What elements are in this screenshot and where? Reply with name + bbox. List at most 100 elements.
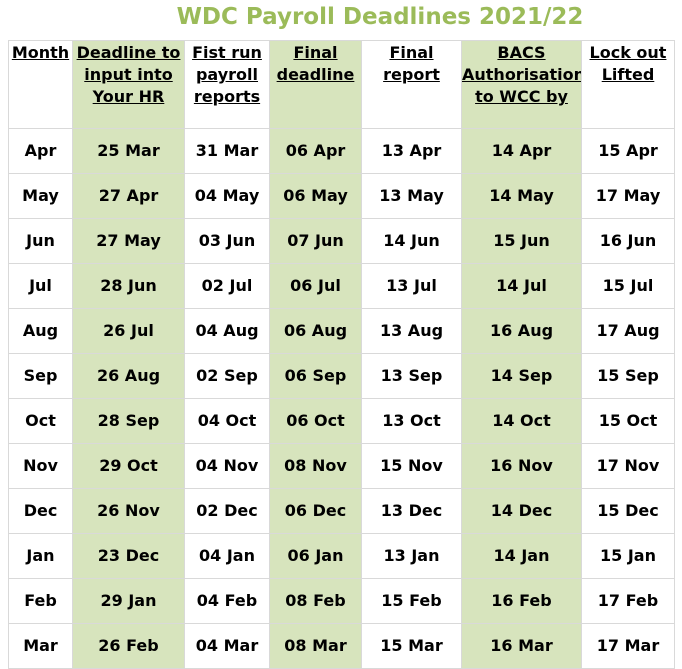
column-header-input-deadline: Deadline to input into Your HR bbox=[72, 40, 185, 129]
lock-out-lifted-cell: 17 Mar bbox=[581, 623, 675, 669]
table-body: Apr 25 Mar 31 Mar 06 Apr 13 Apr 14 Apr 15 Apr M… bbox=[8, 128, 675, 669]
month-cell: Feb bbox=[8, 578, 73, 624]
final-deadline-cell: 08 Mar bbox=[269, 623, 362, 669]
month-cell: Oct bbox=[8, 398, 73, 444]
month-cell: Nov bbox=[8, 443, 73, 489]
first-run-reports-cell: 04 May bbox=[184, 173, 270, 219]
page-title: WDC Payroll Deadlines 2021/22 bbox=[176, 4, 584, 30]
final-deadline-cell: 06 Apr bbox=[269, 128, 362, 174]
lock-out-lifted-cell: 16 Jun bbox=[581, 218, 675, 264]
lock-out-lifted-cell: 17 May bbox=[581, 173, 675, 219]
lock-out-lifted-cell: 17 Feb bbox=[581, 578, 675, 624]
bacs-authorisation-cell: 14 Jul bbox=[461, 263, 582, 309]
month-cell: Aug bbox=[8, 308, 73, 354]
final-deadline-cell: 06 May bbox=[269, 173, 362, 219]
final-deadline-cell: 06 Jul bbox=[269, 263, 362, 309]
first-run-reports-cell: 02 Jul bbox=[184, 263, 270, 309]
table-row: Jul 28 Jun 02 Jul 06 Jul 13 Jul 14 Jul 15 Jul bbox=[8, 263, 675, 309]
bacs-authorisation-cell: 14 Apr bbox=[461, 128, 582, 174]
table-row: Sep 26 Aug 02 Sep 06 Sep 13 Sep 14 Sep 15 Sep bbox=[8, 353, 675, 399]
bacs-authorisation-cell: 14 Oct bbox=[461, 398, 582, 444]
first-run-reports-cell: 04 Nov bbox=[184, 443, 270, 489]
lock-out-lifted-cell: 17 Aug bbox=[581, 308, 675, 354]
final-report-cell: 13 Sep bbox=[361, 353, 462, 399]
month-cell: Mar bbox=[8, 623, 73, 669]
column-header-lock-out-lifted: Lock out Lifted bbox=[581, 40, 675, 129]
input-deadline-cell: 26 Aug bbox=[72, 353, 185, 399]
table-row: Mar 26 Feb 04 Mar 08 Mar 15 Mar 16 Mar 17 Mar bbox=[8, 623, 675, 669]
table-row: Jan 23 Dec 04 Jan 06 Jan 13 Jan 14 Jan 15 Jan bbox=[8, 533, 675, 579]
table-row: Nov 29 Oct 04 Nov 08 Nov 15 Nov 16 Nov 17 Nov bbox=[8, 443, 675, 489]
final-report-cell: 15 Nov bbox=[361, 443, 462, 489]
month-cell: Dec bbox=[8, 488, 73, 534]
column-header-final-report: Final report bbox=[361, 40, 462, 129]
first-run-reports-cell: 03 Jun bbox=[184, 218, 270, 264]
lock-out-lifted-cell: 15 Apr bbox=[581, 128, 675, 174]
input-deadline-cell: 29 Oct bbox=[72, 443, 185, 489]
lock-out-lifted-cell: 15 Jan bbox=[581, 533, 675, 579]
bacs-authorisation-cell: 16 Nov bbox=[461, 443, 582, 489]
bacs-authorisation-cell: 16 Aug bbox=[461, 308, 582, 354]
input-deadline-cell: 26 Feb bbox=[72, 623, 185, 669]
table-row: Feb 29 Jan 04 Feb 08 Feb 15 Feb 16 Feb 17 Feb bbox=[8, 578, 675, 624]
input-deadline-cell: 27 Apr bbox=[72, 173, 185, 219]
final-report-cell: 15 Feb bbox=[361, 578, 462, 624]
month-cell: Jul bbox=[8, 263, 73, 309]
input-deadline-cell: 29 Jan bbox=[72, 578, 185, 624]
table-row: Dec 26 Nov 02 Dec 06 Dec 13 Dec 14 Dec 15 Dec bbox=[8, 488, 675, 534]
final-deadline-cell: 06 Sep bbox=[269, 353, 362, 399]
input-deadline-cell: 26 Jul bbox=[72, 308, 185, 354]
table-row: Oct 28 Sep 04 Oct 06 Oct 13 Oct 14 Oct 15 Oct bbox=[8, 398, 675, 444]
lock-out-lifted-cell: 15 Oct bbox=[581, 398, 675, 444]
first-run-reports-cell: 02 Dec bbox=[184, 488, 270, 534]
first-run-reports-cell: 04 Mar bbox=[184, 623, 270, 669]
first-run-reports-cell: 02 Sep bbox=[184, 353, 270, 399]
final-report-cell: 14 Jun bbox=[361, 218, 462, 264]
column-header-bacs-authorisation: BACS Authorisation to WCC by bbox=[461, 40, 582, 129]
lock-out-lifted-cell: 15 Sep bbox=[581, 353, 675, 399]
final-report-cell: 13 Aug bbox=[361, 308, 462, 354]
header-row: Month Deadline to input into Your HR Fis… bbox=[8, 40, 675, 129]
first-run-reports-cell: 04 Aug bbox=[184, 308, 270, 354]
payroll-deadlines-table: Month Deadline to input into Your HR Fis… bbox=[8, 40, 675, 669]
final-deadline-cell: 08 Feb bbox=[269, 578, 362, 624]
input-deadline-cell: 28 Sep bbox=[72, 398, 185, 444]
final-report-cell: 13 May bbox=[361, 173, 462, 219]
month-cell: Sep bbox=[8, 353, 73, 399]
month-cell: Jan bbox=[8, 533, 73, 579]
table-row: Jun 27 May 03 Jun 07 Jun 14 Jun 15 Jun 16 Jun bbox=[8, 218, 675, 264]
final-report-cell: 13 Oct bbox=[361, 398, 462, 444]
final-report-cell: 13 Jan bbox=[361, 533, 462, 579]
lock-out-lifted-cell: 15 Dec bbox=[581, 488, 675, 534]
final-deadline-cell: 08 Nov bbox=[269, 443, 362, 489]
table-row: May 27 Apr 04 May 06 May 13 May 14 May 17 May bbox=[8, 173, 675, 219]
final-deadline-cell: 06 Aug bbox=[269, 308, 362, 354]
lock-out-lifted-cell: 17 Nov bbox=[581, 443, 675, 489]
first-run-reports-cell: 04 Jan bbox=[184, 533, 270, 579]
column-header-month: Month bbox=[8, 40, 73, 129]
final-deadline-cell: 06 Dec bbox=[269, 488, 362, 534]
bacs-authorisation-cell: 14 Sep bbox=[461, 353, 582, 399]
first-run-reports-cell: 04 Feb bbox=[184, 578, 270, 624]
bacs-authorisation-cell: 15 Jun bbox=[461, 218, 582, 264]
lock-out-lifted-cell: 15 Jul bbox=[581, 263, 675, 309]
input-deadline-cell: 28 Jun bbox=[72, 263, 185, 309]
input-deadline-cell: 26 Nov bbox=[72, 488, 185, 534]
column-header-final-deadline: Final deadline bbox=[269, 40, 362, 129]
month-cell: May bbox=[8, 173, 73, 219]
table-row: Aug 26 Jul 04 Aug 06 Aug 13 Aug 16 Aug 17 Aug bbox=[8, 308, 675, 354]
month-cell: Jun bbox=[8, 218, 73, 264]
final-report-cell: 15 Mar bbox=[361, 623, 462, 669]
final-deadline-cell: 06 Oct bbox=[269, 398, 362, 444]
month-cell: Apr bbox=[8, 128, 73, 174]
table-row: Apr 25 Mar 31 Mar 06 Apr 13 Apr 14 Apr 15 Apr bbox=[8, 128, 675, 174]
column-header-first-run-reports: Fist run payroll reports bbox=[184, 40, 270, 129]
input-deadline-cell: 27 May bbox=[72, 218, 185, 264]
first-run-reports-cell: 31 Mar bbox=[184, 128, 270, 174]
bacs-authorisation-cell: 16 Feb bbox=[461, 578, 582, 624]
final-report-cell: 13 Apr bbox=[361, 128, 462, 174]
input-deadline-cell: 25 Mar bbox=[72, 128, 185, 174]
bacs-authorisation-cell: 14 May bbox=[461, 173, 582, 219]
final-deadline-cell: 07 Jun bbox=[269, 218, 362, 264]
bacs-authorisation-cell: 14 Dec bbox=[461, 488, 582, 534]
